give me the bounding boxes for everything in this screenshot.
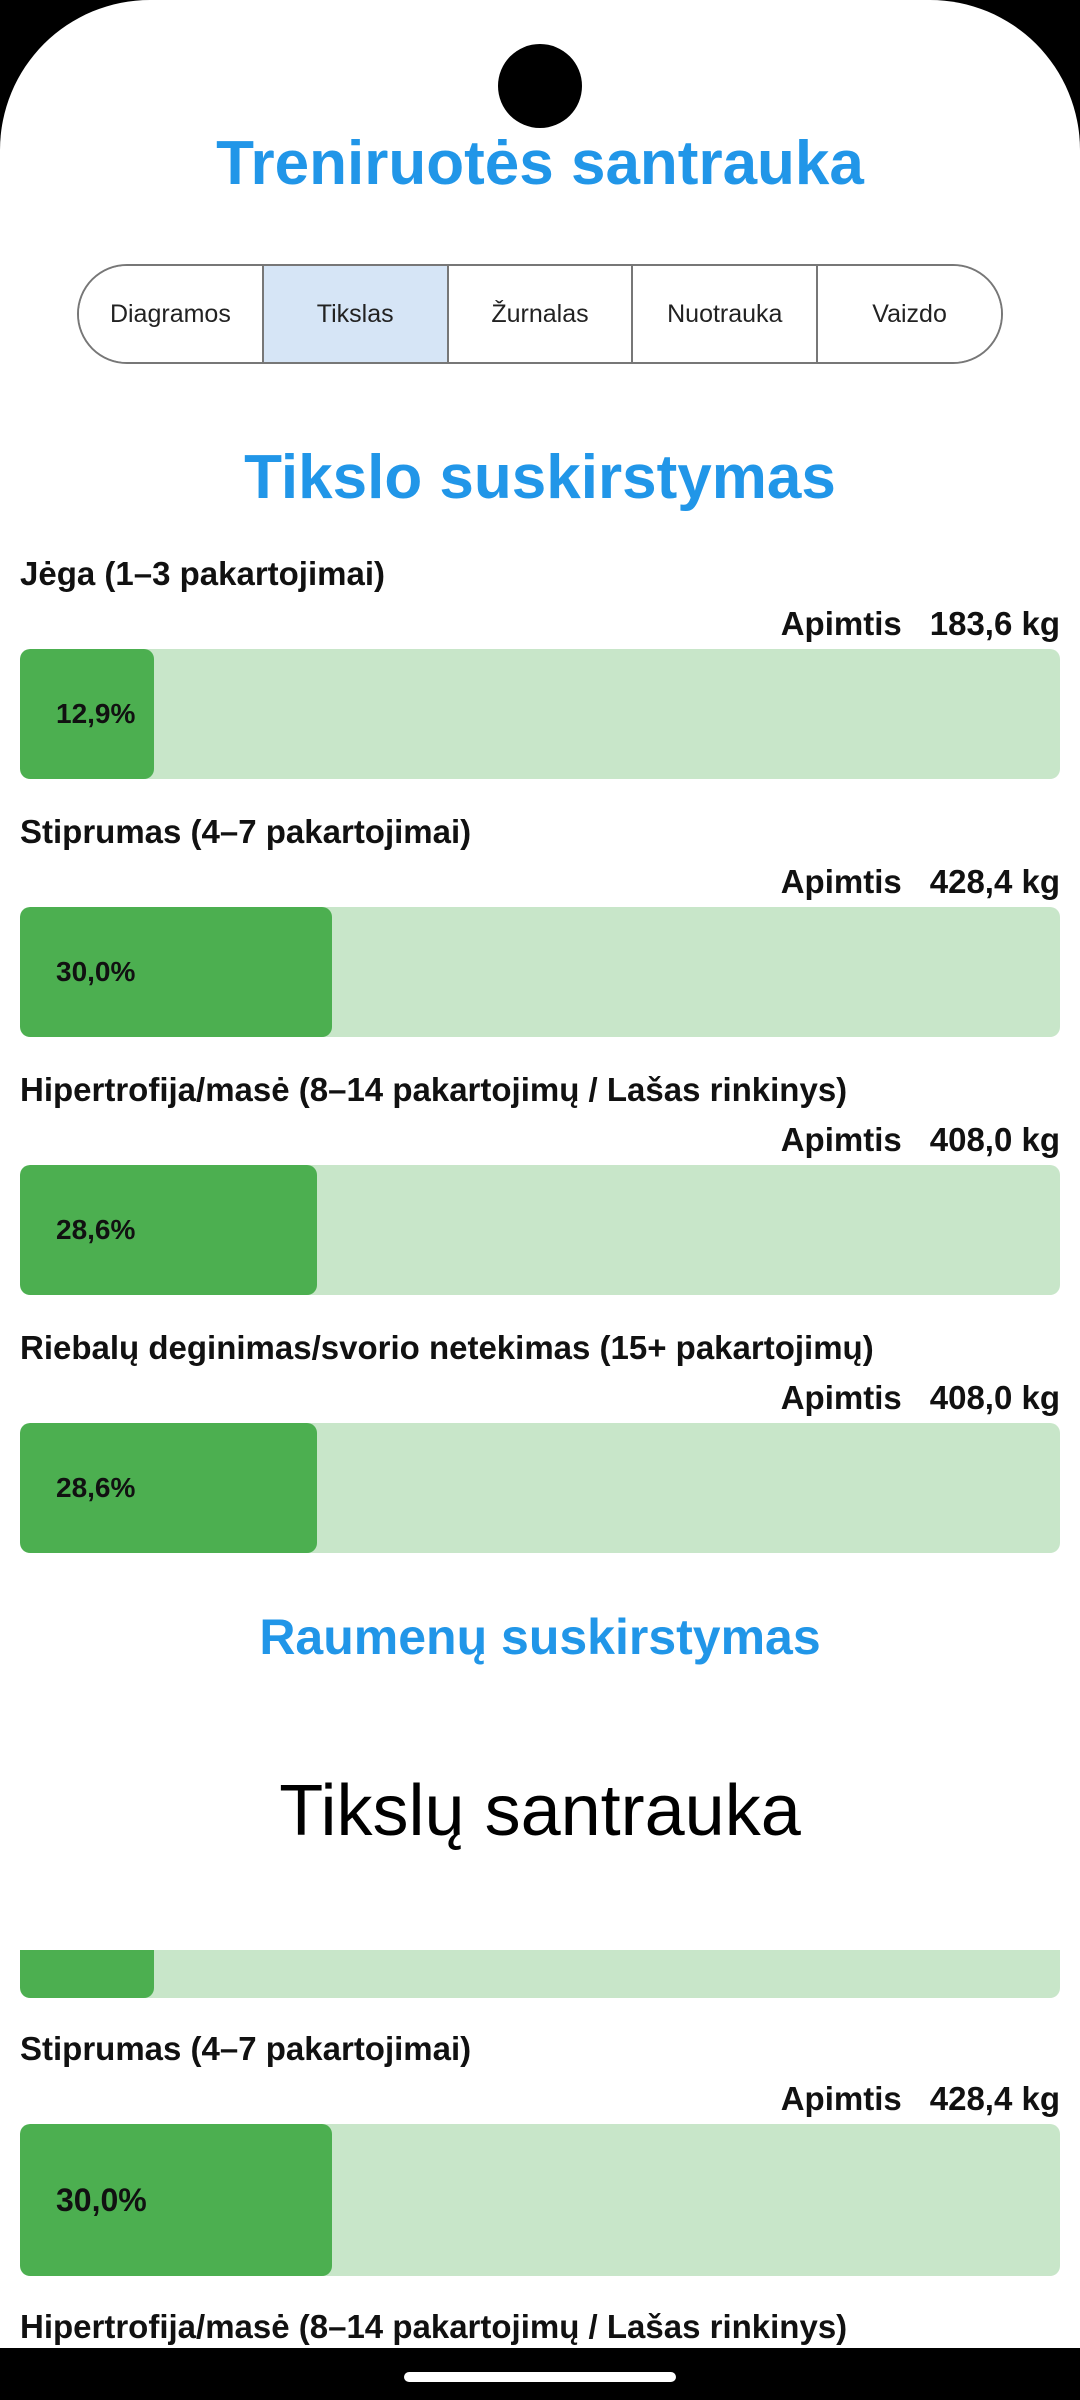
tab-bar: Diagramos Tikslas Žurnalas Nuotrauka Vai… [77,264,1003,364]
goal-label: Stiprumas (4–7 pakartojimai) [20,2030,472,2067]
volume-value: 428,4 kg [929,2080,1060,2117]
goal-percent: 30,0% [56,2181,147,2218]
volume-value: 428,4 kg [929,863,1060,900]
goal-percent: 28,6% [56,1472,136,1503]
goal-progress-bar: 30,0% [20,907,1060,1037]
volume-value: 183,6 kg [929,605,1060,642]
volume-readout: Apimtis 408,0 kg [781,1121,1060,1159]
tab-nuotrauka[interactable]: Nuotrauka [633,266,819,362]
goals-summary-title: Tikslų santrauka [279,1771,801,1851]
goal-progress-fill [20,2124,332,2276]
volume-value: 408,0 kg [929,1121,1060,1158]
volume-readout: Apimtis 428,4 kg [781,2080,1060,2118]
camera-cutout [498,44,582,128]
volume-label: Apimtis [780,1121,902,1158]
goal-label: Hipertrofija/masė (8–14 pakartojimų / La… [20,1071,848,1108]
goal-breakdown-title: Tikslo suskirstymas [244,443,836,512]
goal-progress-fill [20,907,332,1037]
tab-diagramos[interactable]: Diagramos [79,266,264,362]
goal-percent: 12,9% [56,698,136,729]
goal-percent: 28,6% [56,1214,136,1245]
goal-label: Hipertrofija/masė (8–14 pakartojimų / La… [20,2308,848,2345]
goal-progress-bar: 28,6% [20,1423,1060,1553]
tab-zurnalas[interactable]: Žurnalas [448,266,634,362]
goal-percent: 30,0% [56,956,136,987]
goal-progress-bar: 12,9% [20,649,1060,779]
volume-label: Apimtis [780,2080,902,2117]
volume-label: Apimtis [780,863,902,900]
goal-progress-bar: 30,0% [20,2124,1060,2276]
volume-readout: Apimtis 428,4 kg [781,863,1060,901]
volume-label: Apimtis [780,1379,902,1416]
volume-value: 408,0 kg [929,1379,1060,1416]
goal-progress-fill [20,1165,318,1295]
volume-readout: Apimtis 183,6 kg [781,605,1060,643]
goal-progress-fill [20,1950,155,1998]
tab-tikslas[interactable]: Tikslas [263,266,449,362]
goal-progress-fill [20,1423,318,1553]
muscle-breakdown-title: Raumenų suskirstymas [259,1609,821,1665]
goal-label: Stiprumas (4–7 pakartojimai) [20,813,472,850]
page-title: Treniruotės santrauka [216,129,864,198]
volume-readout: Apimtis 408,0 kg [781,1379,1060,1417]
tab-vaizdo[interactable]: Vaizdo [818,266,1001,362]
goal-progress-fill [20,649,155,779]
goal-progress-bar [20,1950,1060,1998]
home-indicator[interactable] [404,2372,676,2382]
goal-label: Riebalų deginimas/svorio netekimas (15+ … [20,1329,874,1366]
goal-progress-bar: 28,6% [20,1165,1060,1295]
goal-label: Jėga (1–3 pakartojimai) [20,555,385,592]
volume-label: Apimtis [780,605,902,642]
app-screen: Treniruotės santrauka Diagramos Tikslas … [0,0,1080,2348]
